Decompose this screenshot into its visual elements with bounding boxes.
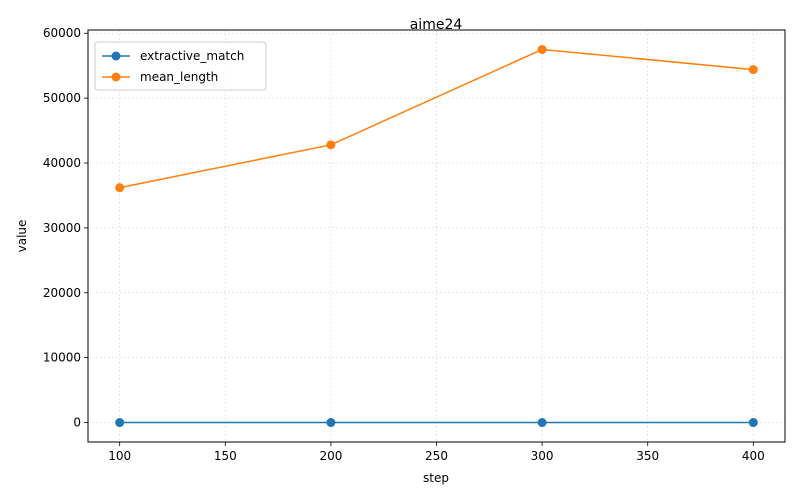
data-point: [748, 65, 758, 75]
data-point: [748, 418, 758, 428]
data-point: [537, 418, 547, 428]
series-line: [119, 48, 754, 189]
data-point: [115, 183, 125, 193]
y-axis: 0 10000 20000 30000 40000 50000 60000: [43, 26, 88, 430]
series-extractive_match: [115, 418, 758, 428]
x-tick-label: 400: [742, 449, 765, 463]
chart-title: aime24: [410, 17, 463, 33]
legend-marker: [111, 72, 121, 82]
x-tick-label: 300: [531, 449, 554, 463]
data-point: [326, 140, 336, 150]
y-tick-label: 0: [73, 416, 81, 430]
y-tick-label: 50000: [43, 91, 81, 105]
legend-item: extractive_match: [102, 49, 244, 63]
series-layer: [115, 44, 758, 428]
legend: extractive_match mean_length: [94, 41, 267, 91]
y-tick-label: 60000: [43, 26, 81, 40]
y-tick-label: 20000: [43, 286, 81, 300]
data-point: [326, 418, 336, 428]
x-axis-title: step: [423, 471, 449, 485]
x-tick-label: 150: [214, 449, 237, 463]
x-tick-label: 350: [636, 449, 659, 463]
y-tick-label: 30000: [43, 221, 81, 235]
legend-label: mean_length: [140, 70, 218, 84]
data-point: [537, 44, 547, 54]
y-axis-title: value: [15, 220, 29, 253]
y-tick-label: 10000: [43, 351, 81, 365]
series-mean_length: [115, 44, 758, 193]
x-tick-label: 250: [425, 449, 448, 463]
data-point: [115, 418, 125, 428]
x-tick-label: 200: [319, 449, 342, 463]
legend-label: extractive_match: [140, 49, 244, 63]
plot-frame: [87, 29, 786, 443]
x-axis: 100 150 200 250 300 350 400: [108, 442, 765, 463]
y-tick-label: 40000: [43, 156, 81, 170]
legend-marker: [111, 51, 121, 61]
x-tick-label: 100: [108, 449, 131, 463]
legend-item: mean_length: [102, 70, 218, 84]
grid-lines: [88, 30, 785, 442]
legend-box: [94, 41, 267, 91]
